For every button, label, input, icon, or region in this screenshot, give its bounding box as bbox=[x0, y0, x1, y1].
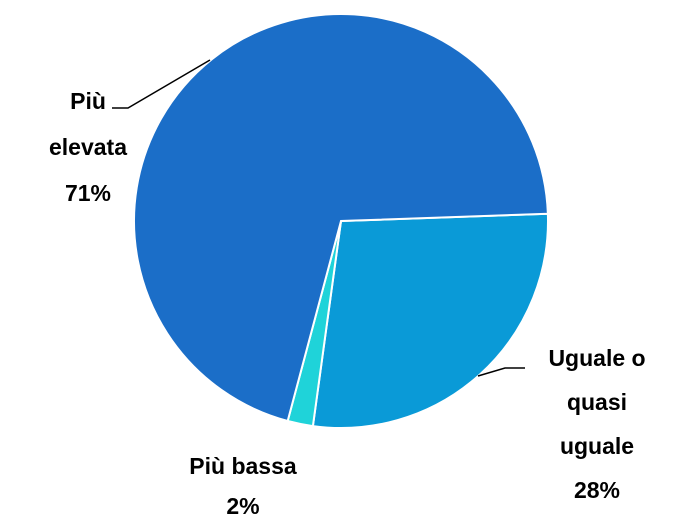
slice-label: Uguale o quasi uguale 28% bbox=[537, 336, 657, 512]
leader-line bbox=[112, 59, 211, 109]
value-label: 28% bbox=[573, 477, 621, 503]
value-label: 71% bbox=[64, 180, 112, 206]
value-label: 2% bbox=[226, 493, 260, 519]
pie-slice bbox=[133, 13, 549, 423]
category-label: Più bassa bbox=[189, 453, 297, 479]
category-label: Più elevata bbox=[48, 88, 127, 160]
slice-label: Più bassa 2% bbox=[163, 446, 323, 526]
category-label: Uguale o quasi uguale bbox=[548, 345, 646, 459]
pie-slice bbox=[311, 212, 549, 429]
leader-line bbox=[477, 367, 525, 377]
slice-label: Più elevata 71% bbox=[38, 78, 138, 216]
